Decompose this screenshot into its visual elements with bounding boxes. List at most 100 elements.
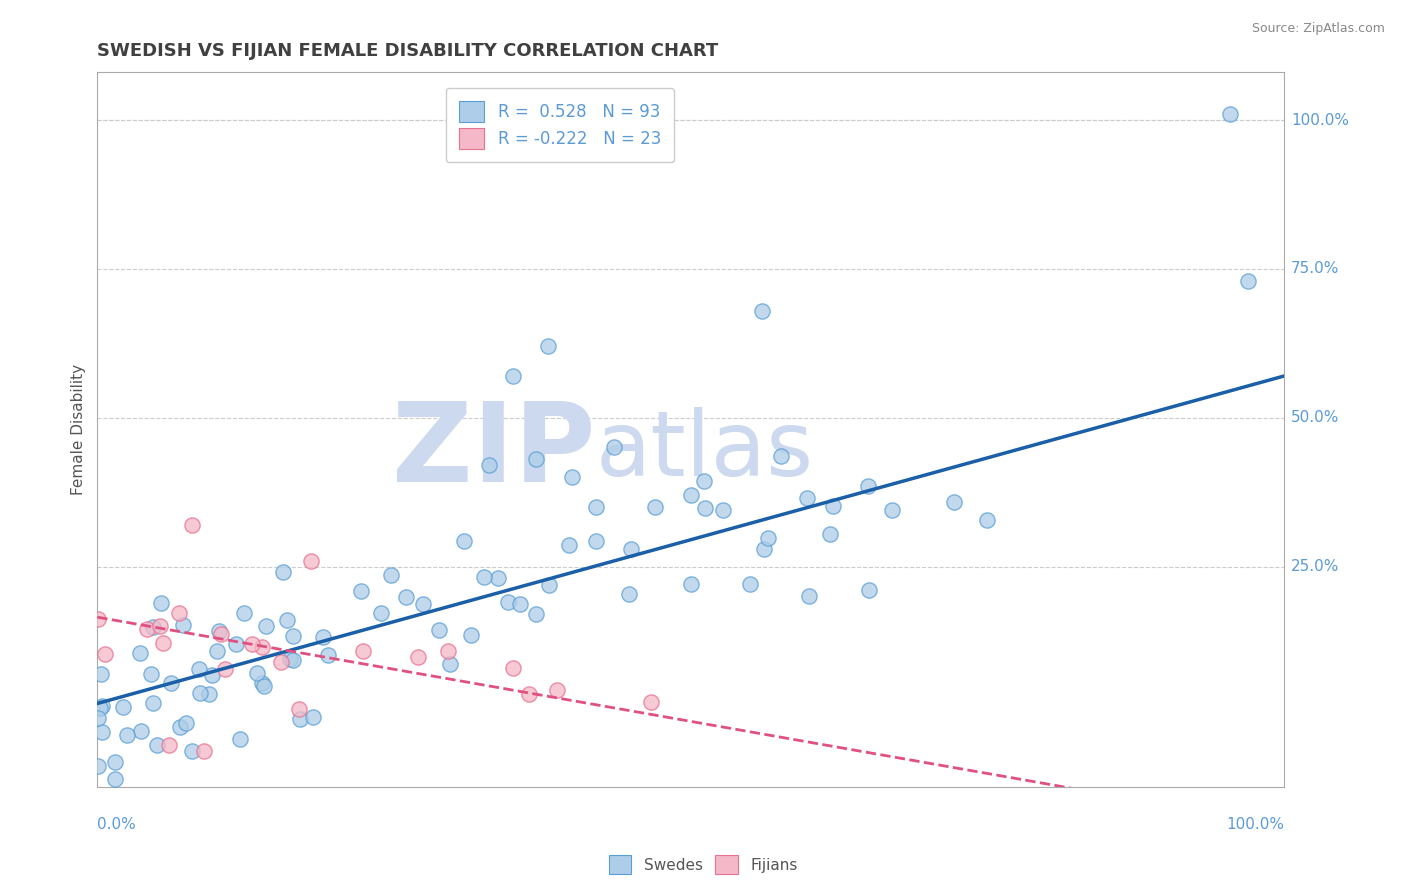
Legend: R =  0.528   N = 93, R = -0.222   N = 23: R = 0.528 N = 93, R = -0.222 N = 23 bbox=[446, 88, 675, 162]
Text: 25.0%: 25.0% bbox=[1291, 559, 1339, 574]
Point bbox=[115, 728, 138, 742]
Point bbox=[254, 619, 277, 633]
Point bbox=[350, 583, 373, 598]
Point bbox=[273, 565, 295, 579]
Point bbox=[751, 303, 773, 318]
Point bbox=[856, 478, 879, 492]
Point bbox=[412, 598, 434, 612]
Point bbox=[225, 637, 247, 651]
Point bbox=[880, 503, 903, 517]
Point bbox=[281, 653, 304, 667]
Point bbox=[352, 644, 374, 658]
Point bbox=[229, 732, 252, 747]
Point bbox=[370, 606, 392, 620]
Point bbox=[799, 590, 821, 604]
Point bbox=[427, 623, 450, 637]
Point bbox=[169, 790, 191, 805]
Point bbox=[312, 630, 335, 644]
Point bbox=[129, 724, 152, 739]
Point bbox=[644, 500, 666, 514]
Point bbox=[176, 715, 198, 730]
Point bbox=[290, 712, 312, 726]
Point bbox=[87, 613, 110, 627]
Point bbox=[188, 686, 211, 700]
Point bbox=[198, 687, 221, 701]
Point bbox=[90, 725, 112, 739]
Text: 75.0%: 75.0% bbox=[1291, 261, 1339, 277]
Point bbox=[380, 567, 402, 582]
Point bbox=[160, 675, 183, 690]
Text: Source: ZipAtlas.com: Source: ZipAtlas.com bbox=[1251, 22, 1385, 36]
Point bbox=[302, 710, 325, 724]
Point bbox=[104, 755, 127, 769]
Point bbox=[524, 452, 547, 467]
Point bbox=[679, 577, 702, 591]
Point bbox=[152, 635, 174, 649]
Point bbox=[246, 666, 269, 681]
Point bbox=[208, 624, 231, 639]
Point bbox=[288, 702, 311, 716]
Point bbox=[502, 661, 524, 675]
Point bbox=[187, 662, 209, 676]
Point bbox=[453, 534, 475, 549]
Point bbox=[509, 597, 531, 611]
Point bbox=[439, 657, 461, 671]
Point bbox=[796, 491, 818, 506]
Point bbox=[104, 772, 127, 787]
Point bbox=[496, 594, 519, 608]
Point bbox=[738, 577, 761, 591]
Point bbox=[283, 628, 305, 642]
Point bbox=[617, 587, 640, 601]
Point bbox=[139, 667, 162, 681]
Point bbox=[149, 619, 172, 633]
Point bbox=[640, 695, 662, 709]
Point bbox=[150, 596, 173, 610]
Text: 0.0%: 0.0% bbox=[97, 817, 136, 832]
Point bbox=[270, 655, 292, 669]
Point bbox=[209, 627, 232, 641]
Point bbox=[240, 636, 263, 650]
Point bbox=[89, 701, 111, 715]
Point bbox=[558, 538, 581, 552]
Point bbox=[478, 458, 501, 473]
Point bbox=[472, 570, 495, 584]
Point bbox=[821, 499, 844, 513]
Point bbox=[517, 687, 540, 701]
Point bbox=[406, 650, 429, 665]
Text: SWEDISH VS FIJIAN FEMALE DISABILITY CORRELATION CHART: SWEDISH VS FIJIAN FEMALE DISABILITY CORR… bbox=[97, 42, 718, 60]
Point bbox=[145, 738, 167, 752]
Point bbox=[250, 675, 273, 690]
Point bbox=[524, 607, 547, 621]
Point bbox=[486, 571, 509, 585]
Point bbox=[142, 697, 165, 711]
Point bbox=[585, 533, 607, 548]
Point bbox=[603, 440, 626, 454]
Point bbox=[769, 449, 792, 463]
Point bbox=[250, 640, 273, 655]
Point bbox=[437, 644, 460, 658]
Point bbox=[276, 613, 298, 627]
Point bbox=[976, 513, 998, 527]
Point bbox=[561, 470, 583, 484]
Point bbox=[858, 583, 880, 598]
Point bbox=[91, 699, 114, 714]
Point bbox=[943, 495, 966, 509]
Point bbox=[585, 500, 607, 514]
Point bbox=[537, 577, 560, 591]
Point bbox=[395, 591, 418, 605]
Point bbox=[818, 526, 841, 541]
Point bbox=[112, 700, 135, 714]
Point bbox=[193, 744, 215, 758]
Point bbox=[278, 651, 301, 665]
Point bbox=[693, 475, 716, 489]
Legend: Swedes, Fijians: Swedes, Fijians bbox=[602, 849, 804, 880]
Point bbox=[90, 667, 112, 681]
Point bbox=[135, 622, 157, 636]
Point bbox=[316, 648, 339, 662]
Point bbox=[87, 711, 110, 725]
Point bbox=[299, 553, 322, 567]
Point bbox=[207, 643, 229, 657]
Text: atlas: atlas bbox=[596, 407, 814, 495]
Text: 50.0%: 50.0% bbox=[1291, 410, 1339, 425]
Point bbox=[460, 628, 482, 642]
